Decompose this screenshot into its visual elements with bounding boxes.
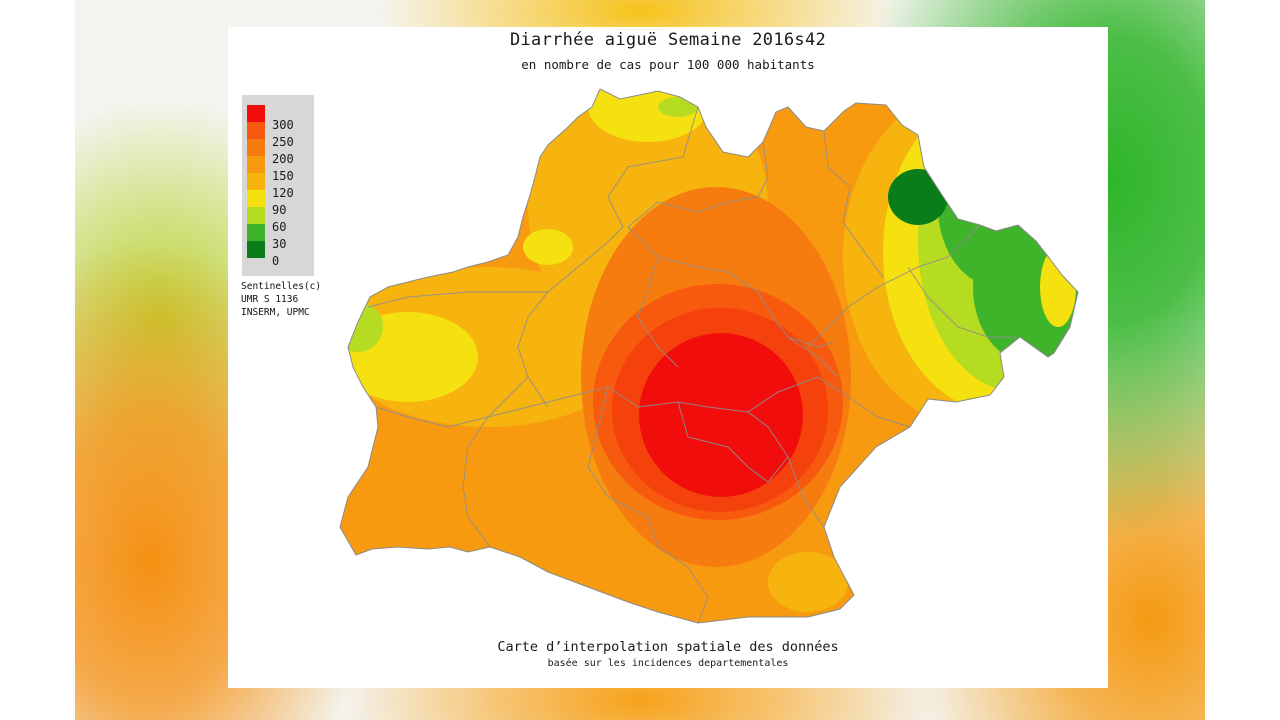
legend-swatch-250 <box>247 122 265 139</box>
map-title: Diarrhée aiguë Semaine 2016s42 <box>509 30 827 50</box>
color-legend: 300 250 200 150 120 90 60 30 0 <box>242 95 314 276</box>
legend-swatch-60 <box>247 207 265 224</box>
legend-label: 200 <box>272 152 294 166</box>
credit-umr: UMR S 1136 <box>241 294 299 305</box>
footer-caption: Carte d’interpolation spatiale des donné… <box>497 639 839 655</box>
region-map <box>339 88 1079 624</box>
footer-subcaption: basée sur les incidences departementales <box>547 658 789 669</box>
legend-swatch-90 <box>247 190 265 207</box>
legend-swatch-300 <box>247 105 265 122</box>
legend-label: 150 <box>272 169 294 183</box>
legend-swatch-120 <box>247 173 265 190</box>
legend-swatch-30 <box>247 224 265 241</box>
legend-swatch-150 <box>247 156 265 173</box>
legend-swatch-200 <box>247 139 265 156</box>
legend-label: 30 <box>272 237 287 251</box>
right-margin <box>1205 0 1280 720</box>
map-panel: Diarrhée aiguë Semaine 2016s42 en nombre… <box>228 27 1108 688</box>
legend-label: 0 <box>272 254 280 268</box>
legend-label: 120 <box>272 186 294 200</box>
left-margin <box>0 0 75 720</box>
map-subtitle: en nombre de cas pour 100 000 habitants <box>521 57 815 72</box>
legend-label: 250 <box>272 135 294 149</box>
legend-label: 60 <box>272 220 287 234</box>
legend-label: 300 <box>272 118 294 132</box>
credit-sentinelles: Sentinelles(c) <box>241 281 322 292</box>
credit-inserm: INSERM, UPMC <box>241 307 310 318</box>
legend-swatch-0 <box>247 241 265 258</box>
legend-label: 90 <box>272 203 287 217</box>
